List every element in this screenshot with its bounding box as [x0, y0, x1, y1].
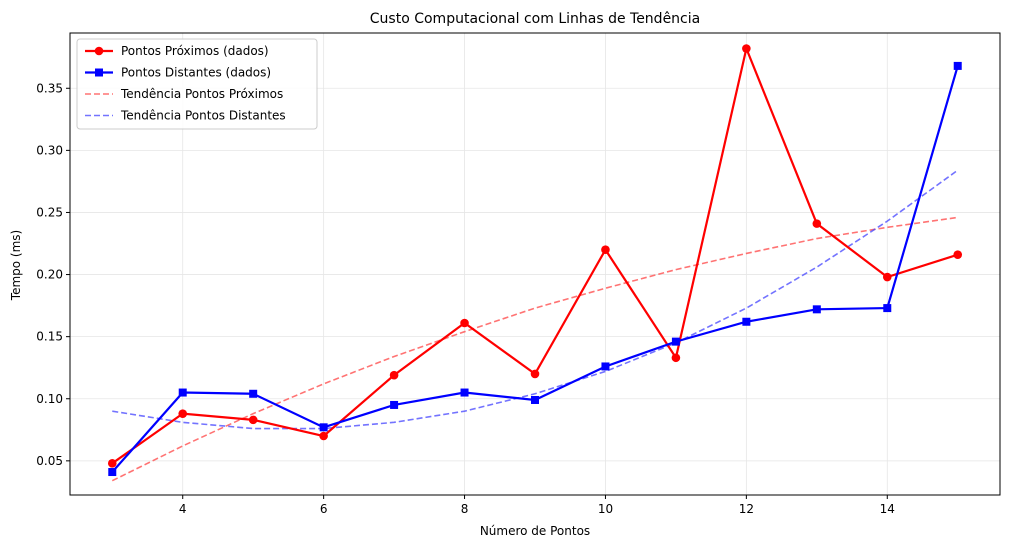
data-point-circle: [389, 370, 399, 380]
x-tick-label: 10: [598, 502, 613, 516]
data-point-square: [671, 337, 680, 346]
data-point-square: [178, 388, 187, 397]
data-point-square: [742, 317, 751, 326]
x-tick-label: 8: [461, 502, 469, 516]
grid: [70, 33, 1000, 495]
plot-frame: [69, 32, 1001, 496]
x-tick-label: 14: [880, 502, 895, 516]
y-tick-label: 0.10: [36, 392, 63, 406]
data-point-circle: [319, 431, 328, 441]
x-tick-label: 4: [179, 502, 187, 516]
data-point-circle: [178, 409, 188, 418]
data-point-square: [531, 395, 539, 404]
data-point-square: [390, 400, 399, 409]
y-tick-label: 0.15: [36, 330, 63, 344]
data-point-circle: [812, 219, 822, 228]
data-point-square: [249, 389, 258, 398]
y-tick-label: 0.30: [36, 143, 63, 157]
legend-marker-square: [95, 68, 103, 77]
legend-label: Tendência Pontos Distantes: [120, 109, 286, 123]
data-point-circle: [742, 44, 751, 53]
legend-label: Tendência Pontos Próximos: [120, 87, 283, 101]
data-point-square: [953, 61, 962, 70]
series-line-3: [112, 169, 959, 430]
y-tick-label: 0.20: [36, 268, 63, 282]
ticks: 4 6 8 10 12 14 0.05 0.10 0.15 0.20 0.25 0.30 0.35: [36, 81, 895, 516]
legend-box: [76, 38, 318, 130]
y-tick-label: 0.05: [36, 454, 63, 468]
data-point-square: [319, 423, 328, 432]
legend-label: Pontos Distantes (dados): [121, 66, 271, 80]
chart-title: Custo Computacional com Linhas de Tendên…: [370, 11, 700, 27]
series-layer: [107, 44, 963, 482]
data-point-square: [601, 362, 610, 371]
series-line-2: [111, 216, 958, 482]
legend-label: Pontos Próximos (dados): [121, 44, 269, 58]
data-point-circle: [671, 353, 681, 363]
data-point-square: [460, 388, 469, 397]
data-point-circle: [107, 459, 117, 468]
data-point-circle: [248, 415, 258, 425]
data-point-circle: [601, 245, 610, 255]
legend-marker-circle: [94, 46, 104, 56]
x-axis-label: Número de Pontos: [480, 524, 590, 538]
data-point-circle: [460, 318, 469, 328]
y-axis-label: Tempo (ms): [9, 230, 23, 301]
x-tick-label: 6: [320, 502, 328, 516]
data-point-circle: [953, 250, 963, 259]
x-tick-label: 12: [739, 502, 754, 516]
data-point-circle: [530, 369, 540, 379]
legend: Pontos Próximos (dados) Pontos Distantes …: [76, 38, 318, 130]
data-point-square: [812, 305, 821, 314]
y-tick-label: 0.25: [36, 205, 63, 219]
data-point-square: [883, 304, 892, 313]
y-tick-label: 0.35: [36, 81, 63, 95]
data-point-circle: [882, 272, 892, 282]
data-point-square: [108, 468, 117, 477]
